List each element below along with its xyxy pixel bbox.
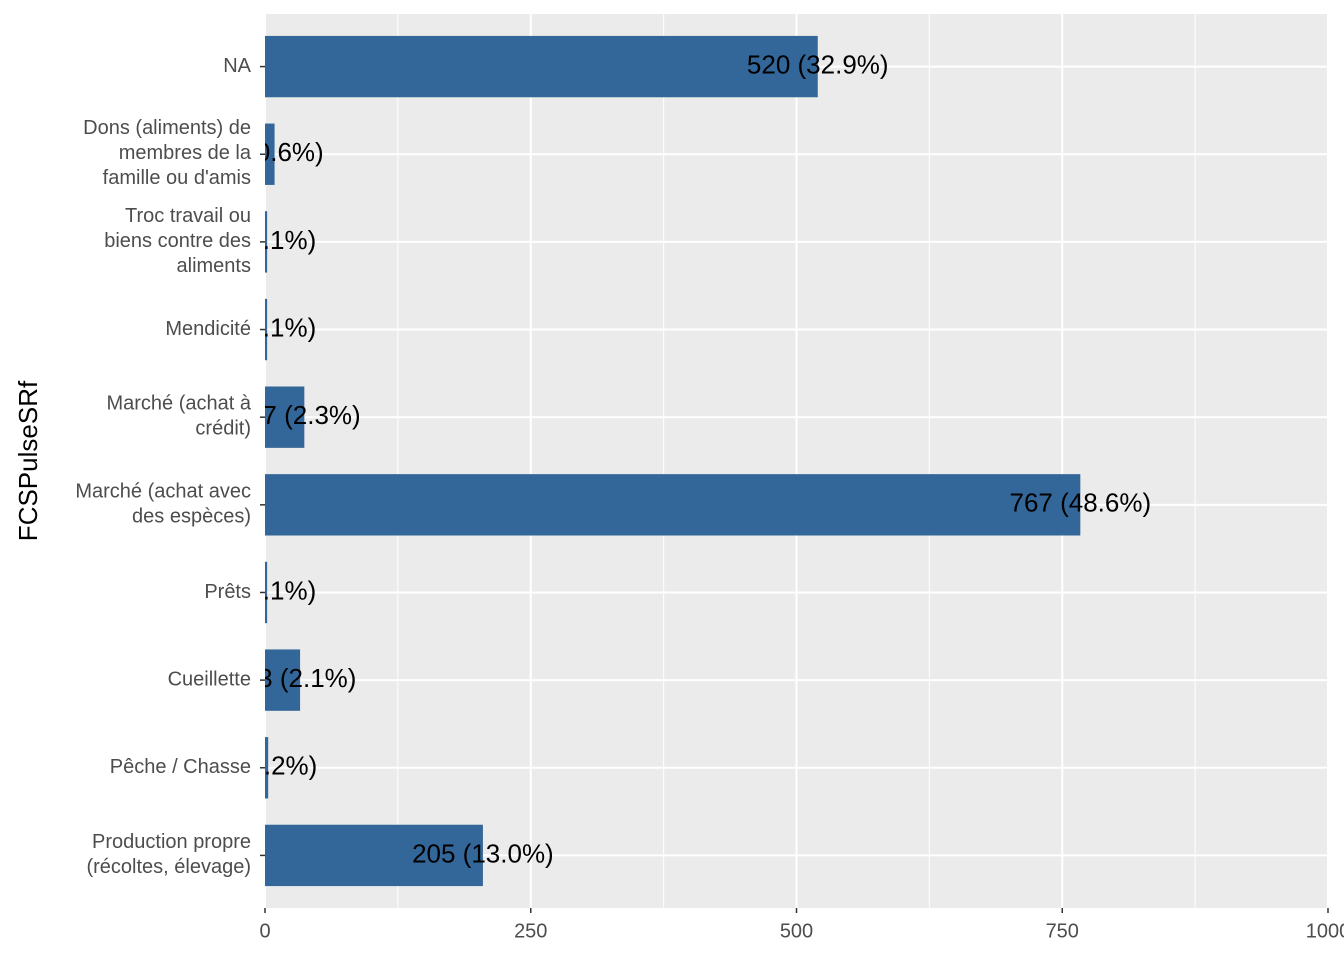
- bar: [265, 649, 301, 711]
- bar: [265, 737, 269, 799]
- y-tick-label: Prêts: [204, 581, 251, 603]
- bar: [265, 824, 483, 887]
- value-labels: 520 (32.9%) 9 (0.6%) 2 (0.1%) 2 (0.1%) 37 (2…: [218, 49, 1151, 868]
- bars: [265, 35, 1081, 887]
- y-tick-label: NA: [223, 55, 251, 77]
- bar: [265, 35, 818, 98]
- y-tick-label: Marché (achat à crédit): [106, 393, 251, 440]
- value-label: 767 (48.6%): [1009, 488, 1151, 518]
- bar: [265, 386, 305, 448]
- value-label: 2 (0.1%): [218, 575, 316, 605]
- value-label: 33 (2.1%): [244, 663, 357, 693]
- value-label: 3 (0.2%): [219, 751, 317, 781]
- bar: [265, 561, 268, 624]
- value-label: 205 (13.0%): [412, 838, 554, 868]
- y-tick-label: Troc travail ou biens contre des aliments: [104, 205, 251, 277]
- y-tick-label: Production propre (récoltes, élevage): [86, 831, 251, 878]
- x-tick-label: 250: [514, 920, 547, 942]
- value-label: 2 (0.1%): [218, 312, 316, 342]
- bar: [265, 298, 268, 361]
- value-label: 520 (32.9%): [747, 49, 889, 79]
- y-tick-label: Mendicité: [165, 318, 251, 340]
- x-tick-label: 1000: [1306, 920, 1344, 942]
- y-tick-label: Dons (aliments) de membres de la famille o…: [83, 118, 252, 190]
- value-label: 9 (0.6%): [225, 137, 323, 167]
- axes: 0 250 500 750 1000 NA Dons (aliments) demembre…: [75, 55, 1344, 942]
- bar: [265, 123, 275, 185]
- bar: [265, 474, 1081, 536]
- y-tick-label: Cueillette: [168, 668, 251, 690]
- y-axis-title: FCSPulseSRf: [13, 380, 43, 541]
- y-tick-label: Marché (achat avec des espèces): [75, 481, 251, 528]
- bar: [265, 211, 268, 273]
- value-label: 37 (2.3%): [248, 400, 361, 430]
- x-tick-label: 0: [259, 920, 270, 942]
- x-tick-label: 500: [780, 920, 813, 942]
- value-label: 2 (0.1%): [218, 225, 316, 255]
- y-tick-label: Pêche / Chasse: [110, 756, 251, 778]
- x-tick-label: 750: [1046, 920, 1079, 942]
